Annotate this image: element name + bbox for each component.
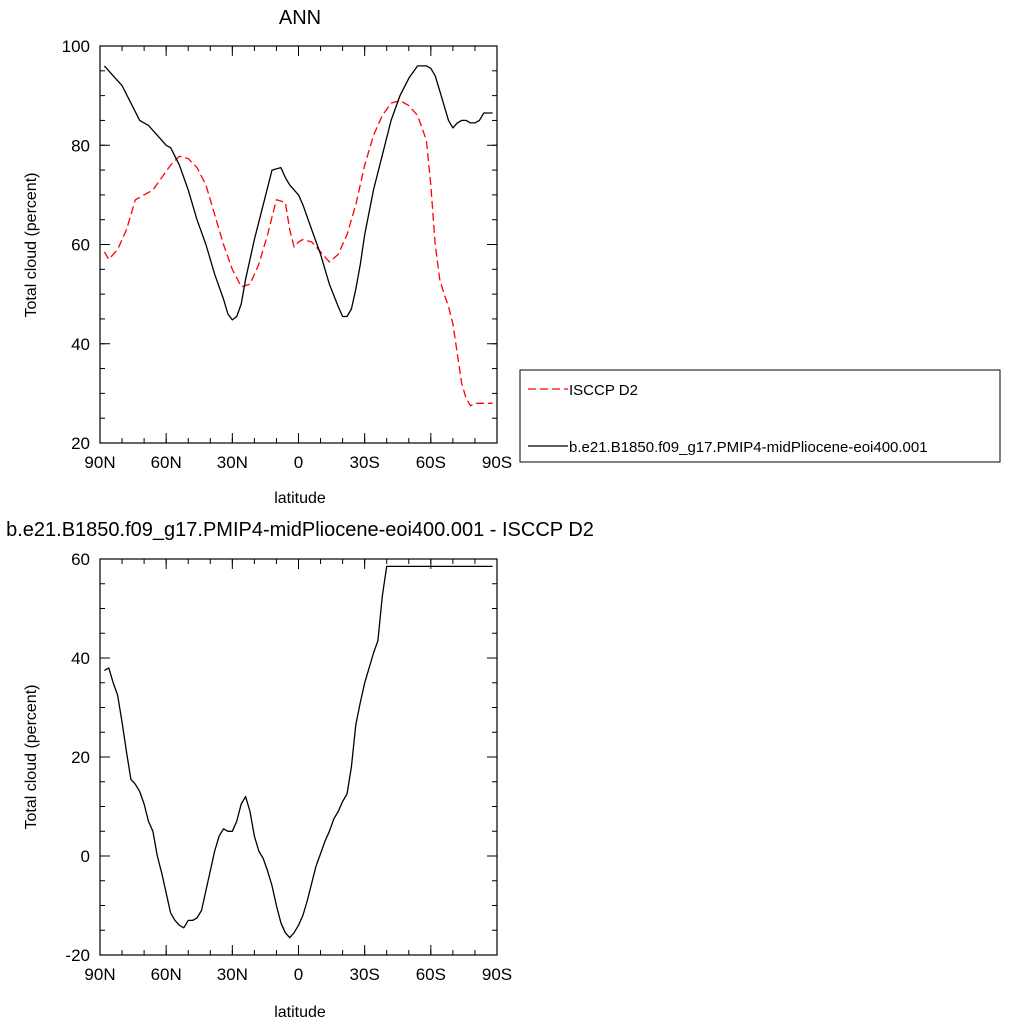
panel-top: ANN latitude Total cloud (percent) 90N 60… xyxy=(23,7,512,507)
plot-frame-top xyxy=(99,45,498,444)
series-line-model xyxy=(103,65,493,321)
plot-area-bottom: 90N 60N 30N 0 30S 60S 90S -20 0 20 40 60 xyxy=(65,550,512,984)
x-axis-title-top: latitude xyxy=(274,490,326,507)
x-tick-label: 30N xyxy=(217,453,248,472)
x-tick-label: 90N xyxy=(84,965,115,984)
chart-title-bottom: b.e21.B1850.f09_g17.PMIP4-midPliocene-eo… xyxy=(6,519,594,541)
y-tick-label: 40 xyxy=(71,649,90,668)
y-tick-label: 100 xyxy=(62,37,90,56)
series-line-isccp-d2 xyxy=(103,99,493,407)
x-tick-label: 60S xyxy=(416,453,446,472)
panel-bottom: b.e21.B1850.f09_g17.PMIP4-midPliocene-eo… xyxy=(6,519,594,1021)
y-tick-label: 20 xyxy=(71,748,90,767)
x-tick-label: 30S xyxy=(350,453,380,472)
y-tick-label: 40 xyxy=(71,335,90,354)
x-tick-label: 90S xyxy=(482,965,512,984)
y-tick-label: 0 xyxy=(81,847,90,866)
x-tick-label: 30N xyxy=(217,965,248,984)
y-axis-title-top: Total cloud (percent) xyxy=(23,173,40,318)
legend-label-isccp: ISCCP D2 xyxy=(569,382,638,399)
y-tick-label: 20 xyxy=(71,434,90,453)
y-tick-label: 80 xyxy=(71,136,90,155)
y-tick-label: 60 xyxy=(71,236,90,255)
x-axis-title-bottom: latitude xyxy=(274,1004,326,1021)
x-tick-label: 90N xyxy=(84,453,115,472)
series-line-difference xyxy=(104,565,493,939)
legend: ISCCP D2 b.e21.B1850.f09_g17.PMIP4-midPl… xyxy=(519,369,1001,463)
x-tick-label: 60N xyxy=(151,453,182,472)
legend-box xyxy=(519,369,1001,463)
y-tick-label: 60 xyxy=(71,550,90,569)
y-axis-title-bottom: Total cloud (percent) xyxy=(23,685,40,830)
x-tick-label: 0 xyxy=(294,965,303,984)
x-tick-label: 0 xyxy=(294,453,303,472)
x-tick-label: 60N xyxy=(151,965,182,984)
plot-area-top: 90N 60N 30N 0 30S 60S 90S 20 40 60 80 100 xyxy=(62,37,513,472)
plot-frame-bottom xyxy=(99,558,498,956)
x-tick-label: 30S xyxy=(350,965,380,984)
x-tick-label: 90S xyxy=(482,453,512,472)
x-tick-label: 60S xyxy=(416,965,446,984)
legend-label-model: b.e21.B1850.f09_g17.PMIP4-midPliocene-eo… xyxy=(569,439,928,456)
chart-title-top: ANN xyxy=(279,7,321,29)
y-tick-label: -20 xyxy=(65,946,90,965)
